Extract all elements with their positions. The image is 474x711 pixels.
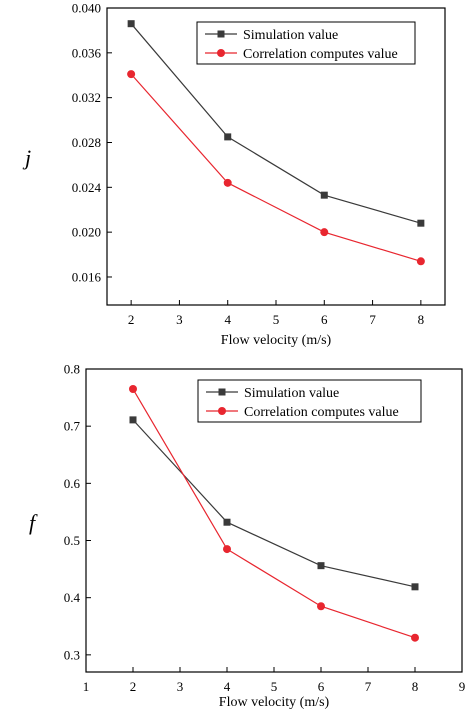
x-tick-label: 4 <box>224 679 231 694</box>
y-tick-label: 0.5 <box>64 533 80 548</box>
data-point-simulation <box>417 219 425 227</box>
y-tick-label: 0.024 <box>72 180 102 195</box>
x-tick-label: 7 <box>369 312 376 327</box>
data-point-correlation <box>411 633 419 642</box>
y-tick-label: 0.020 <box>72 225 101 240</box>
legend-box <box>196 21 416 65</box>
x-axis-label: Flow velocity (m/s) <box>219 695 330 710</box>
x-tick-label: 6 <box>321 312 328 327</box>
x-tick-label: 2 <box>128 312 135 327</box>
x-tick-label: 5 <box>273 312 280 327</box>
y-tick-label: 0.8 <box>64 362 80 377</box>
y-tick-label: 0.028 <box>72 135 101 150</box>
y-tick-label: 0.032 <box>72 90 101 105</box>
x-tick-label: 3 <box>176 312 183 327</box>
x-axis-label: Flow velocity (m/s) <box>221 333 332 348</box>
x-tick-label: 8 <box>412 679 419 694</box>
data-point-correlation <box>129 385 137 394</box>
data-point-simulation <box>320 191 328 199</box>
y-axis-label: f <box>29 510 38 535</box>
legend-marker-square <box>218 388 226 396</box>
data-point-correlation <box>223 545 231 554</box>
series-line-correlation <box>132 388 416 639</box>
data-point-correlation <box>416 257 425 266</box>
y-tick-label: 0.3 <box>64 647 80 662</box>
data-point-simulation <box>129 416 137 424</box>
data-point-simulation <box>317 562 325 570</box>
data-point-simulation <box>223 518 231 526</box>
legend-marker-square <box>217 30 225 38</box>
x-tick-label: 8 <box>418 312 425 327</box>
x-tick-label: 5 <box>271 679 278 694</box>
legend: Simulation value Correlation computes val… <box>197 379 422 423</box>
y-tick-label: 0.016 <box>72 269 102 284</box>
data-point-correlation <box>320 228 329 237</box>
x-tick-label: 9 <box>459 679 466 694</box>
legend: Simulation value Correlation computes val… <box>196 21 416 65</box>
x-tick-label: 4 <box>224 312 231 327</box>
legend-box <box>197 379 422 423</box>
data-point-simulation <box>127 20 135 28</box>
series-line-correlation <box>130 73 422 262</box>
x-tick-label: 2 <box>130 679 137 694</box>
legend-label: Simulation value <box>244 386 339 401</box>
y-axis-label: j <box>22 145 31 170</box>
x-tick-label: 1 <box>83 679 90 694</box>
x-tick-label: 3 <box>177 679 184 694</box>
x-tick-label: 6 <box>318 679 325 694</box>
legend-marker-circle <box>217 49 225 57</box>
data-point-correlation <box>127 70 136 79</box>
data-point-simulation <box>411 583 419 591</box>
y-tick-label: 0.4 <box>64 590 81 605</box>
legend-label: Correlation computes value <box>244 405 399 420</box>
series-line-simulation <box>130 23 422 224</box>
data-point-simulation <box>224 133 232 141</box>
legend-label: Simulation value <box>243 28 338 43</box>
y-tick-label: 0.6 <box>64 476 81 491</box>
chart-f: 1 2 3 4 5 6 7 8 9 0.3 0.4 0.5 0.6 0.7 0.8 Flow velocity… <box>29 362 465 711</box>
x-tick-label: 7 <box>365 679 372 694</box>
legend-label: Correlation computes value <box>243 47 398 62</box>
legend-marker-circle <box>218 407 226 415</box>
data-point-correlation <box>317 602 325 611</box>
y-tick-label: 0.036 <box>72 45 102 60</box>
chart-j: 2 3 4 5 6 7 8 0.016 0.020 0.024 0.028 0.032 0.036 0.0… <box>22 1 446 348</box>
series-line-simulation <box>132 419 416 588</box>
y-tick-label: 0.7 <box>64 419 81 434</box>
data-point-correlation <box>223 178 232 187</box>
y-tick-label: 0.040 <box>72 1 101 16</box>
